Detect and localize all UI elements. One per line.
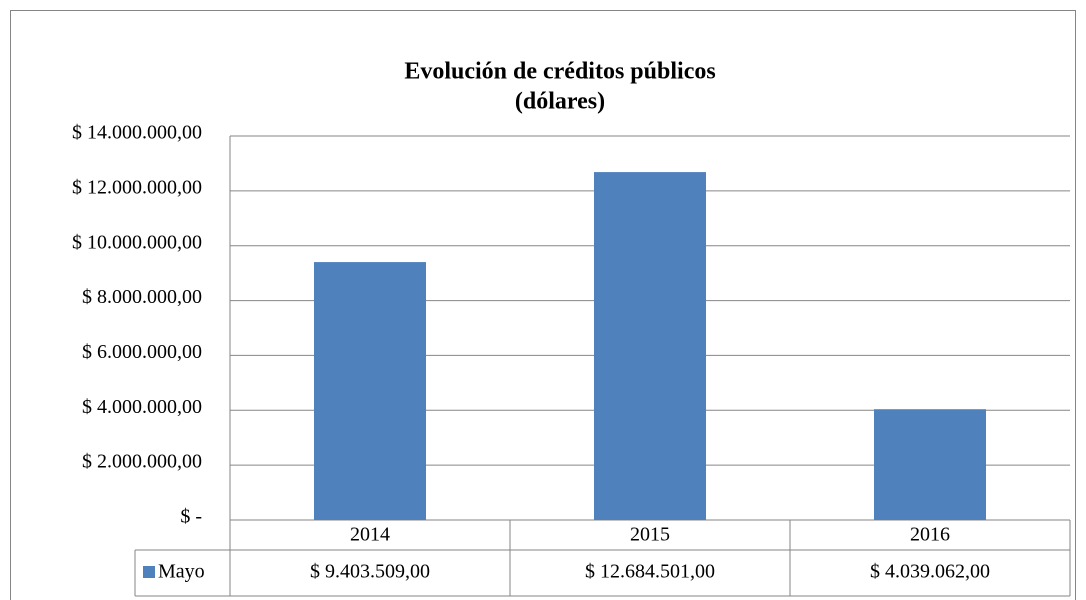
- y-tick-label: $ 14.000.000,00: [72, 122, 202, 144]
- x-tick-label: 2014: [350, 524, 390, 546]
- y-tick-label: $ 6.000.000,00: [82, 341, 202, 363]
- bar: [874, 409, 986, 520]
- bar: [594, 172, 706, 520]
- table-value: $ 9.403.509,00: [310, 561, 430, 583]
- legend-swatch: [143, 566, 155, 578]
- x-tick-label: 2015: [630, 524, 670, 546]
- table-value: $ 4.039.062,00: [870, 561, 990, 583]
- x-tick-label: 2016: [910, 524, 950, 546]
- y-tick-label: $ 4.000.000,00: [82, 396, 202, 418]
- y-tick-label: $ 2.000.000,00: [82, 451, 202, 473]
- chart-title: Evolución de créditos públicos: [404, 59, 715, 85]
- y-tick-label: $ -: [180, 506, 202, 528]
- chart-subtitle: (dólares): [515, 89, 605, 115]
- legend-label: Mayo: [158, 561, 205, 583]
- table-value: $ 12.684.501,00: [585, 561, 715, 583]
- bar: [314, 262, 426, 520]
- y-tick-label: $ 12.000.000,00: [72, 176, 202, 198]
- chart-frame: [10, 10, 1076, 600]
- y-tick-label: $ 8.000.000,00: [82, 286, 202, 308]
- y-tick-label: $ 10.000.000,00: [72, 231, 202, 253]
